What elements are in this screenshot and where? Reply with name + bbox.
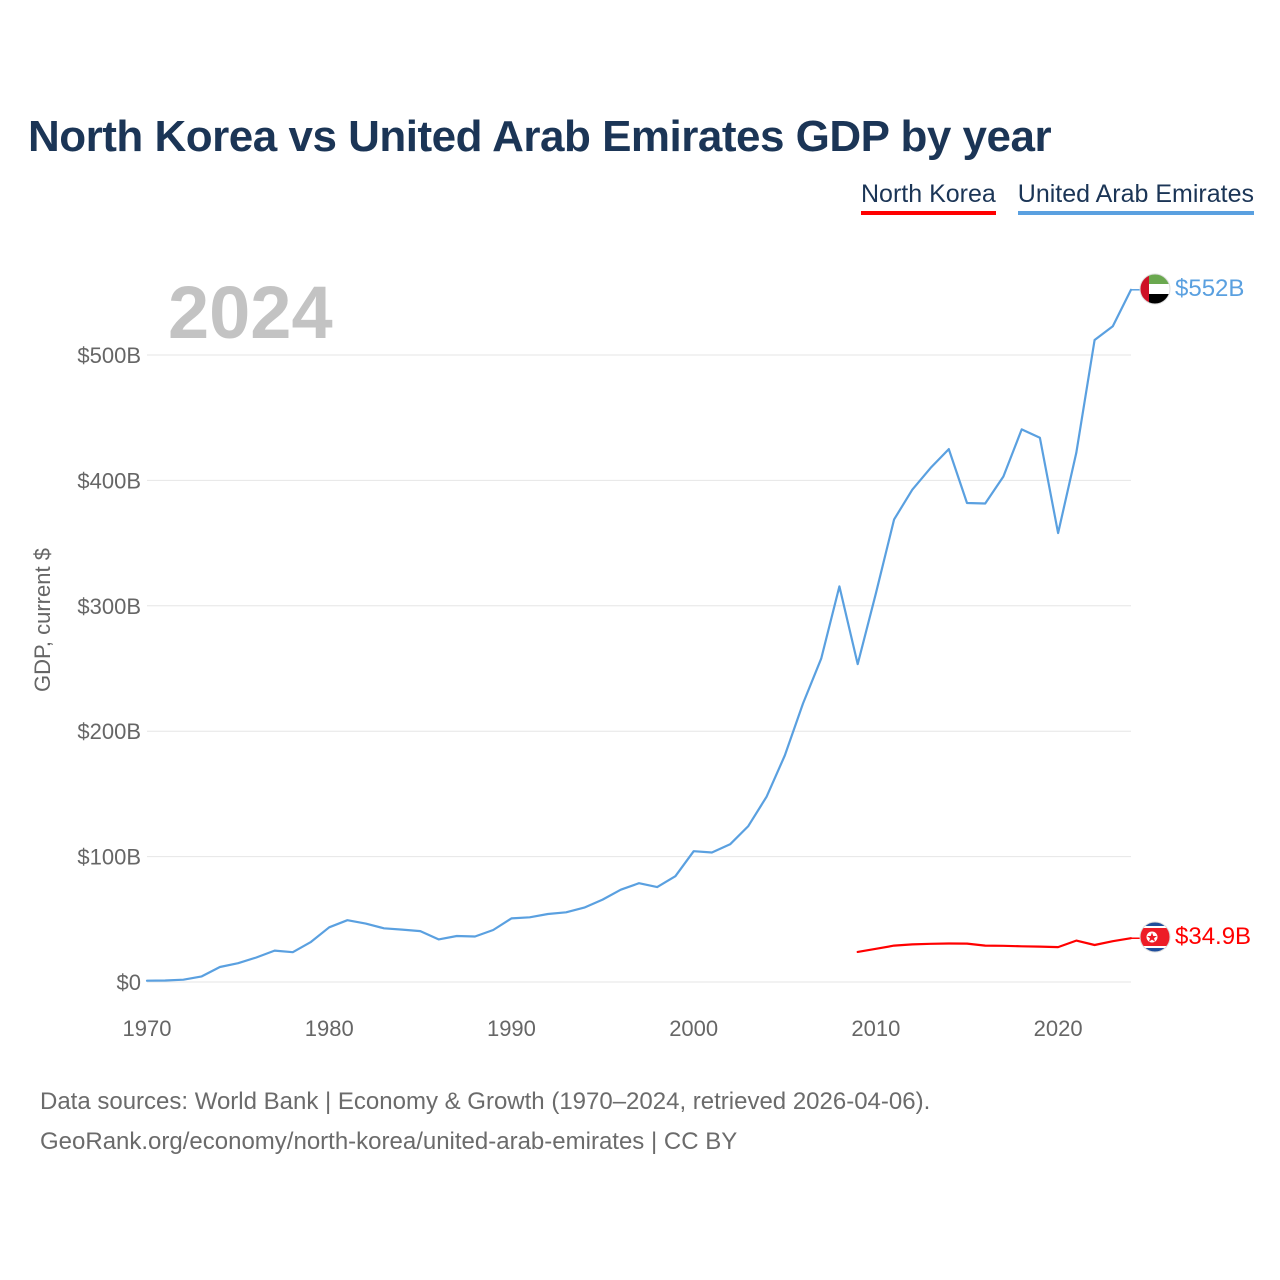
data-sources-text: Data sources: World Bank | Economy & Gro… [40,1088,931,1115]
legend-north-korea[interactable]: North Korea [860,180,996,215]
x-tick-label: 2010 [851,1016,900,1041]
x-tick-label: 2000 [669,1016,718,1041]
y-tick-label: $400B [77,468,141,493]
y-tick-label: $300B [77,594,141,619]
x-tick-label: 1980 [305,1016,354,1041]
footer: Data sources: World Bank | Economy & Gro… [40,1082,930,1162]
north-korea-flag-icon [1139,921,1171,953]
source-link[interactable]: GeoRank.org/economy/north-korea/united-a… [40,1128,738,1155]
y-tick-label: $100B [77,845,141,870]
x-tick-label: 2020 [1034,1016,1083,1041]
x-tick-label: 1990 [487,1016,536,1041]
current-year-label: 2024 [168,271,333,354]
series-lines [145,288,1140,982]
y-axis-title: GDP, current $ [30,548,55,692]
legend-united-arab-emirates[interactable]: United Arab Emirates [1017,180,1254,215]
gridlines [147,354,1131,983]
y-axis-ticks: $0 $100B $200B $300B $400B $500B [77,343,141,995]
y-tick-label: $500B [77,343,141,368]
chart-title: North Korea vs United Arab Emirates GDP … [28,112,1052,161]
y-tick-label: $200B [77,719,141,744]
legend: North Korea United Arab Emirates [860,180,1254,215]
uae-flag-icon [1139,273,1171,305]
x-axis-ticks: 1970 1980 1990 2000 2010 2020 [123,1016,1083,1041]
x-tick-label: 1970 [123,1016,172,1041]
north-korea-end-value: $34.9B [1175,923,1251,950]
series-line-north-korea[interactable] [856,937,1133,954]
uae-end-value: $552B [1175,275,1244,302]
series-line-united-arab-emirates[interactable] [145,288,1133,982]
y-tick-label: $0 [117,970,141,995]
